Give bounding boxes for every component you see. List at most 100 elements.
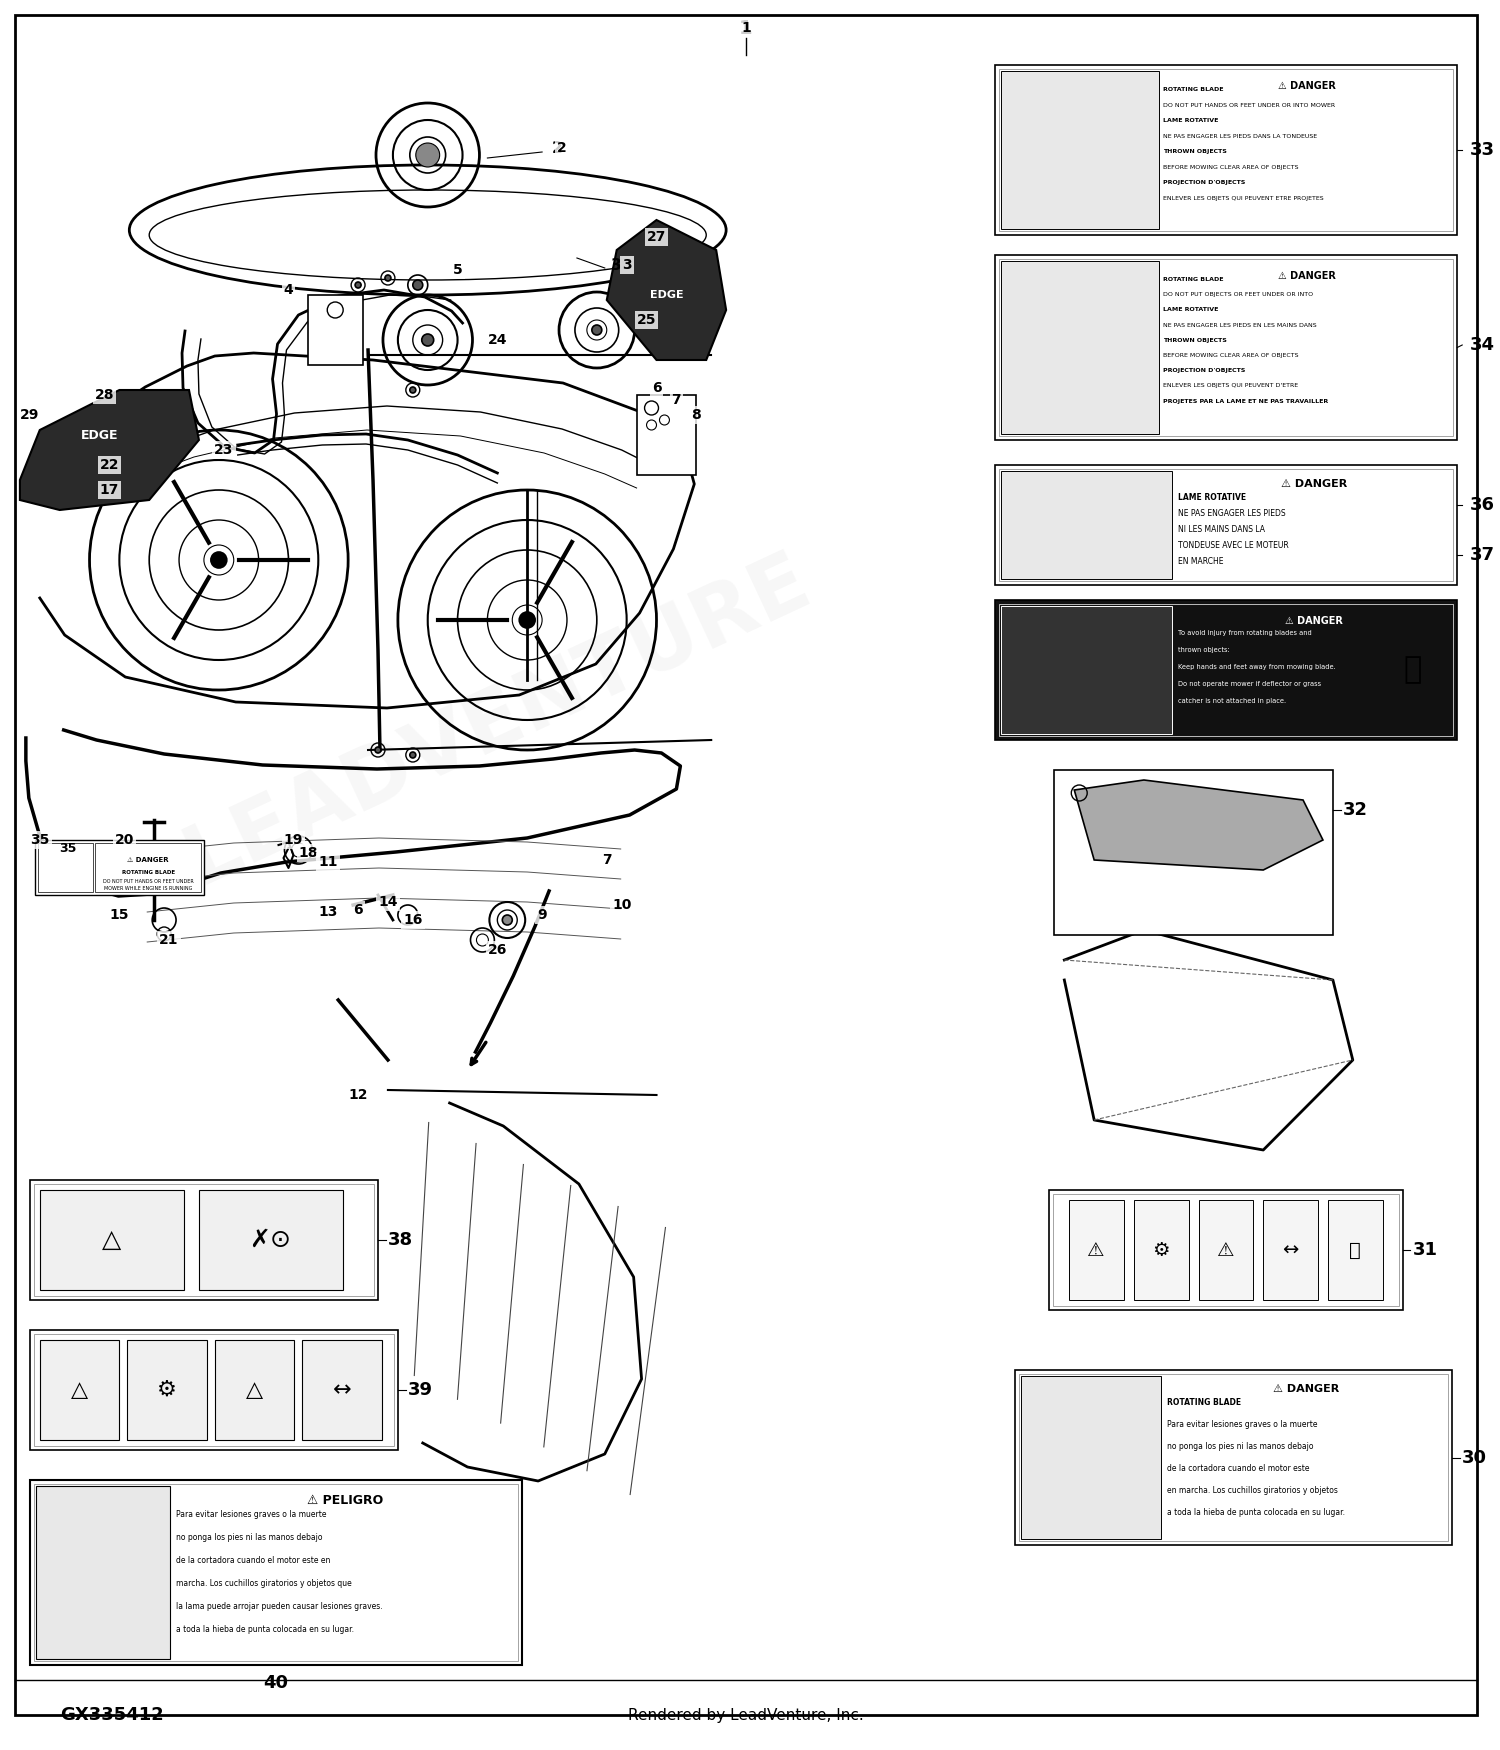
- Text: thrown objects:: thrown objects:: [1179, 648, 1230, 653]
- Text: NI LES MAINS DANS LA: NI LES MAINS DANS LA: [1179, 525, 1266, 534]
- Text: 🚷: 🚷: [1404, 656, 1422, 684]
- Text: ROTATING BLADE: ROTATING BLADE: [1167, 1398, 1240, 1407]
- Text: LAME ROTATIVE: LAME ROTATIVE: [1179, 493, 1246, 502]
- Text: ⚠: ⚠: [1088, 1241, 1106, 1260]
- Circle shape: [386, 275, 392, 282]
- Text: 15: 15: [110, 908, 129, 922]
- Text: a toda la hieba de punta colocada en su lugar.: a toda la hieba de punta colocada en su …: [1167, 1508, 1346, 1517]
- Text: 39: 39: [408, 1381, 434, 1398]
- Circle shape: [503, 915, 513, 926]
- Text: 22: 22: [99, 458, 118, 472]
- Text: 2: 2: [552, 140, 562, 156]
- Text: LAME ROTATIVE: LAME ROTATIVE: [1162, 308, 1218, 313]
- Text: a toda la hieba de punta colocada en su lugar.: a toda la hieba de punta colocada en su …: [176, 1626, 354, 1634]
- Bar: [96, 844, 201, 892]
- Text: NE PAS ENGAGER LES PIEDS EN LES MAINS DANS: NE PAS ENGAGER LES PIEDS EN LES MAINS DA…: [1162, 322, 1316, 327]
- Text: 29: 29: [20, 408, 39, 422]
- Text: 27: 27: [646, 229, 666, 243]
- Text: PROJECTION D'OBJECTS: PROJECTION D'OBJECTS: [1162, 368, 1245, 373]
- Bar: [1020, 1376, 1161, 1538]
- Text: DO NOT PUT OBJECTS OR FEET UNDER OR INTO: DO NOT PUT OBJECTS OR FEET UNDER OR INTO: [1162, 292, 1312, 298]
- Bar: [1053, 1194, 1398, 1306]
- Polygon shape: [608, 220, 726, 360]
- Bar: [1134, 1200, 1188, 1300]
- Text: 25: 25: [638, 313, 657, 327]
- Text: 38: 38: [388, 1230, 412, 1250]
- Text: 11: 11: [318, 856, 338, 870]
- Circle shape: [211, 551, 226, 569]
- Text: marcha. Los cuchillos giratorios y objetos que: marcha. Los cuchillos giratorios y objet…: [176, 1578, 351, 1587]
- Text: 13: 13: [318, 905, 338, 919]
- Bar: [38, 844, 93, 892]
- Text: EN MARCHE: EN MARCHE: [1179, 556, 1224, 565]
- Text: ⚠ DANGER: ⚠ DANGER: [1281, 480, 1347, 488]
- Text: 1: 1: [741, 21, 752, 35]
- Text: Para evitar lesiones graves o la muerte: Para evitar lesiones graves o la muerte: [176, 1510, 326, 1519]
- Text: GX335412: GX335412: [60, 1706, 164, 1724]
- Text: 3: 3: [622, 257, 632, 271]
- Text: ENLEVER LES OBJETS QUI PEUVENT ETRE PROJETES: ENLEVER LES OBJETS QUI PEUVENT ETRE PROJ…: [1162, 196, 1323, 201]
- Circle shape: [420, 147, 435, 163]
- Circle shape: [416, 144, 440, 166]
- Text: 7: 7: [602, 852, 612, 866]
- Circle shape: [519, 612, 536, 628]
- Text: 6: 6: [651, 382, 662, 396]
- Polygon shape: [20, 390, 200, 509]
- Text: 30: 30: [1462, 1449, 1486, 1466]
- Text: △: △: [70, 1381, 88, 1400]
- Bar: [128, 1340, 207, 1440]
- Text: 1: 1: [740, 19, 753, 37]
- Text: 5: 5: [453, 262, 462, 276]
- Bar: [36, 1486, 170, 1659]
- Bar: [34, 840, 204, 894]
- Text: 32: 32: [1342, 802, 1368, 819]
- Bar: [994, 600, 1456, 740]
- Bar: [30, 1480, 522, 1664]
- Text: MOWER WHILE ENGINE IS RUNNING: MOWER WHILE ENGINE IS RUNNING: [104, 886, 192, 891]
- Text: de la cortadora cuando el motor este en: de la cortadora cuando el motor este en: [176, 1556, 330, 1564]
- Text: ⚙: ⚙: [158, 1381, 177, 1400]
- Text: EDGE: EDGE: [650, 290, 684, 299]
- Text: ⚠ DANGER: ⚠ DANGER: [1286, 616, 1342, 626]
- Text: THROWN OBJECTS: THROWN OBJECTS: [1162, 338, 1227, 343]
- Text: ↔: ↔: [1282, 1241, 1299, 1260]
- Text: 35: 35: [60, 842, 76, 854]
- Text: ENLEVER LES OBJETS QUI PEUVENT D'ETRE: ENLEVER LES OBJETS QUI PEUVENT D'ETRE: [1162, 383, 1298, 388]
- Text: TONDEUSE AVEC LE MOTEUR: TONDEUSE AVEC LE MOTEUR: [1179, 541, 1288, 550]
- Text: no ponga los pies ni las manos debajo: no ponga los pies ni las manos debajo: [176, 1533, 322, 1542]
- Text: NE PAS ENGAGER LES PIEDS DANS LA TONDEUSE: NE PAS ENGAGER LES PIEDS DANS LA TONDEUS…: [1162, 133, 1317, 138]
- Bar: [1198, 1200, 1254, 1300]
- Text: ROTATING BLADE: ROTATING BLADE: [122, 870, 176, 875]
- Text: ⚠ DANGER: ⚠ DANGER: [1278, 271, 1336, 282]
- Text: Do not operate mower if deflector or grass: Do not operate mower if deflector or gra…: [1179, 681, 1322, 688]
- Text: ⚠ DANGER: ⚠ DANGER: [128, 858, 170, 863]
- Text: de la cortadora cuando el motor este: de la cortadora cuando el motor este: [1167, 1465, 1310, 1474]
- Text: en marcha. Los cuchillos giratorios y objetos: en marcha. Los cuchillos giratorios y ob…: [1167, 1486, 1338, 1494]
- Text: DO NOT PUT HANDS OR FEET UNDER OR INTO MOWER: DO NOT PUT HANDS OR FEET UNDER OR INTO M…: [1162, 103, 1335, 107]
- Bar: [34, 1334, 394, 1446]
- Bar: [1014, 1370, 1452, 1545]
- Text: Keep hands and feet away from mowing blade.: Keep hands and feet away from mowing bla…: [1179, 663, 1336, 670]
- Text: 14: 14: [378, 894, 398, 908]
- Text: △: △: [102, 1228, 122, 1251]
- Bar: [200, 1190, 344, 1290]
- Circle shape: [356, 282, 362, 289]
- Text: Para evitar lesiones graves o la muerte: Para evitar lesiones graves o la muerte: [1167, 1419, 1317, 1430]
- Text: 12: 12: [348, 1088, 368, 1102]
- Text: △: △: [246, 1381, 262, 1400]
- Bar: [999, 469, 1454, 581]
- Text: PROJETES PAR LA LAME ET NE PAS TRAVAILLER: PROJETES PAR LA LAME ET NE PAS TRAVAILLE…: [1162, 399, 1328, 404]
- Text: 16: 16: [404, 914, 423, 928]
- Text: 37: 37: [1470, 546, 1496, 564]
- Bar: [999, 259, 1454, 436]
- Text: ⚙: ⚙: [1152, 1241, 1170, 1260]
- Text: BEFORE MOWING CLEAR AREA OF OBJECTS: BEFORE MOWING CLEAR AREA OF OBJECTS: [1162, 354, 1298, 359]
- Bar: [40, 1340, 120, 1440]
- Text: Rendered by LeadVenture, Inc.: Rendered by LeadVenture, Inc.: [628, 1708, 864, 1722]
- Bar: [1050, 1190, 1403, 1311]
- Text: PROJECTION D'OBJECTS: PROJECTION D'OBJECTS: [1162, 180, 1245, 186]
- Bar: [1019, 1374, 1449, 1542]
- Bar: [1263, 1200, 1318, 1300]
- Text: EDGE: EDGE: [81, 429, 118, 441]
- Text: 4: 4: [284, 284, 294, 298]
